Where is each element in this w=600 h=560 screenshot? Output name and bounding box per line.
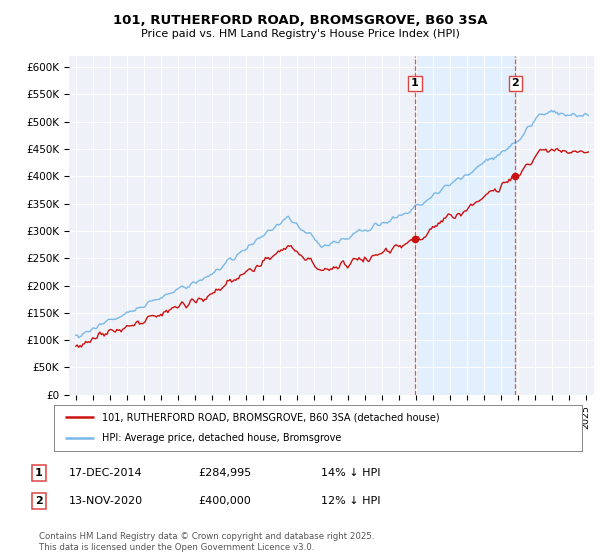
Text: 13-NOV-2020: 13-NOV-2020: [69, 496, 143, 506]
Text: 2: 2: [511, 78, 519, 88]
Bar: [415, 56, 515, 395]
Text: 2: 2: [35, 496, 43, 506]
Text: Price paid vs. HM Land Registry's House Price Index (HPI): Price paid vs. HM Land Registry's House …: [140, 29, 460, 39]
Text: 12% ↓ HPI: 12% ↓ HPI: [321, 496, 380, 506]
Text: 1: 1: [35, 468, 43, 478]
Text: 17-DEC-2014: 17-DEC-2014: [69, 468, 143, 478]
Text: £400,000: £400,000: [198, 496, 251, 506]
Text: Contains HM Land Registry data © Crown copyright and database right 2025.
This d: Contains HM Land Registry data © Crown c…: [39, 532, 374, 552]
Text: 101, RUTHERFORD ROAD, BROMSGROVE, B60 3SA: 101, RUTHERFORD ROAD, BROMSGROVE, B60 3S…: [113, 14, 487, 27]
Text: HPI: Average price, detached house, Bromsgrove: HPI: Average price, detached house, Brom…: [101, 433, 341, 444]
Text: 1: 1: [411, 78, 419, 88]
Text: 14% ↓ HPI: 14% ↓ HPI: [321, 468, 380, 478]
Text: 101, RUTHERFORD ROAD, BROMSGROVE, B60 3SA (detached house): 101, RUTHERFORD ROAD, BROMSGROVE, B60 3S…: [101, 412, 439, 422]
Text: £284,995: £284,995: [198, 468, 251, 478]
